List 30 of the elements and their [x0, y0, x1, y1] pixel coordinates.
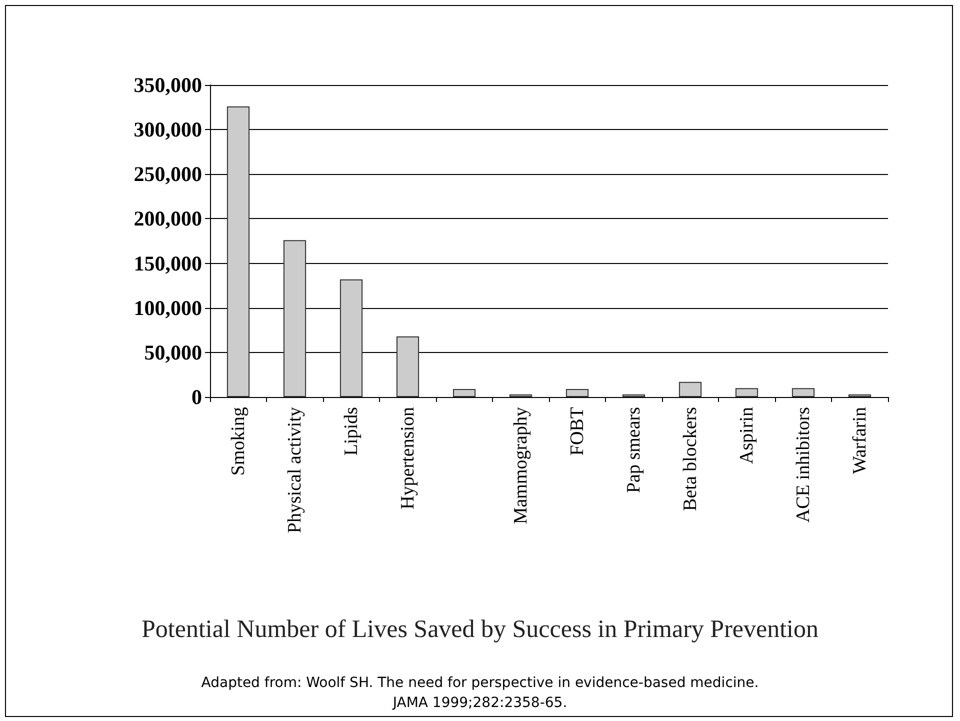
bar — [226, 106, 250, 397]
bar — [396, 336, 420, 397]
x-tick-label: Beta blockers — [680, 407, 701, 511]
y-tick-label: 200,000 — [134, 206, 202, 231]
x-tick-label: Hypertension — [397, 406, 418, 510]
y-tick-label: 250,000 — [134, 162, 202, 186]
y-tick-label: 300,000 — [134, 118, 202, 142]
y-tick-label: 0 — [192, 385, 202, 409]
x-tick-label: ACE inhibitors — [792, 407, 814, 523]
x-tick-label: Mammography — [510, 406, 532, 524]
bar — [735, 388, 758, 397]
x-tick-label: Smoking — [228, 406, 249, 476]
y-tick-label: 50,000 — [144, 340, 202, 364]
y-tick-label: 100,000 — [134, 296, 202, 320]
x-tick-label: Lipids — [340, 407, 362, 456]
bar — [792, 388, 815, 397]
bar — [678, 382, 702, 397]
x-tick-label: Pap smears — [623, 407, 644, 494]
y-tick-label: 150,000 — [134, 251, 202, 276]
y-tick-label: 350,000 — [134, 73, 202, 97]
bar — [283, 240, 306, 397]
bar — [452, 388, 476, 397]
x-tick-label: Warfarin — [849, 406, 870, 474]
bar — [566, 388, 589, 397]
text: Potential Number of Lives Saved by Success in Primary Prevention — [142, 616, 819, 643]
x-tick-label: Aspirin — [736, 406, 758, 464]
x-tick-label: FOBT — [566, 406, 588, 456]
bar — [340, 279, 363, 397]
x-tick-label: Physical activity — [284, 406, 306, 534]
text: Adapted from: Woolf SH. The need for perspective in evidence-based medicine. JAMA 1999;282:2358-65. — [201, 675, 759, 711]
